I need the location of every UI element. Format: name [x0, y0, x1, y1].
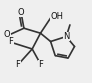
Text: O: O	[4, 30, 10, 39]
Text: OH: OH	[50, 12, 63, 21]
Text: O: O	[18, 8, 24, 17]
Text: F: F	[39, 60, 43, 69]
Text: N: N	[63, 32, 69, 41]
Text: F: F	[16, 60, 20, 69]
Text: F: F	[9, 37, 13, 46]
